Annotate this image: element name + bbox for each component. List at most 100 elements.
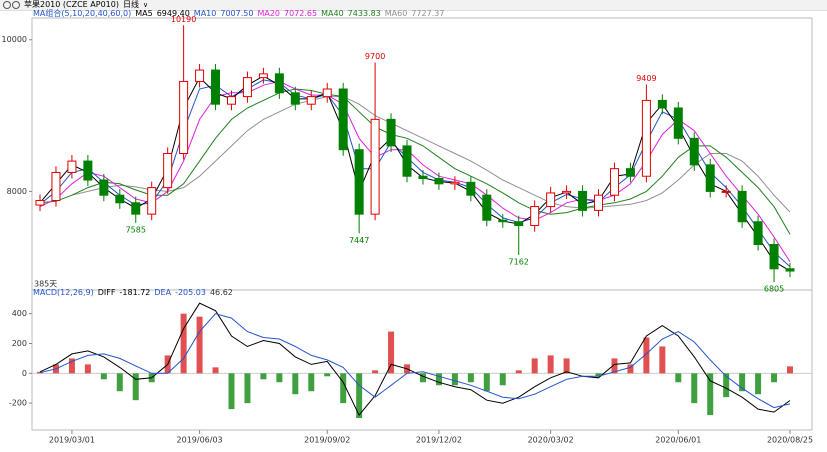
extreme-label: 7585	[126, 225, 146, 234]
candle-body	[306, 96, 316, 105]
macd-bar	[276, 373, 283, 383]
candle-body	[370, 118, 380, 215]
candle-body	[689, 137, 699, 166]
extreme-label: 10190	[171, 15, 196, 24]
candle-body	[211, 69, 221, 105]
macd-bar	[595, 373, 602, 377]
macd-legend: MACD(12,26,9) DIFF -181.72 DEA -205.03 46.62	[33, 288, 233, 298]
y-tick-label: 0	[22, 369, 27, 378]
candle-body	[705, 164, 715, 192]
legend-value: 46.62	[209, 288, 233, 297]
candle-body	[274, 73, 284, 94]
macd-bar	[531, 358, 538, 374]
candle-body	[386, 118, 396, 147]
candle-body	[51, 171, 61, 202]
x-tick-label: 2019/03/01	[49, 436, 95, 445]
candle-body	[354, 149, 364, 215]
macd-bar	[563, 358, 570, 374]
macd-bar	[132, 373, 139, 401]
macd-bar	[739, 373, 746, 392]
candle-body	[226, 96, 236, 105]
legend-value: 7072.65	[284, 9, 318, 18]
candle-body	[721, 190, 731, 193]
x-tick-label: 2019/09/02	[304, 436, 350, 445]
zoom-icons[interactable]	[3, 1, 20, 9]
legend-name: MA40	[321, 9, 344, 18]
ma-line	[71, 96, 791, 213]
candle-body	[434, 178, 444, 185]
macd-bar	[68, 358, 75, 374]
macd-bar	[675, 373, 682, 383]
candle-body	[35, 200, 45, 206]
extreme-label: 7162	[509, 257, 529, 266]
macd-bar	[228, 373, 235, 410]
price-legend: MA组合(5,10,20,40,60,0) MA5 6949.40 MA10 7007.…	[33, 9, 444, 19]
macd-bar	[84, 364, 91, 374]
macd-bar	[547, 355, 554, 374]
candle-body	[83, 160, 93, 181]
legend-name: MA10	[193, 9, 217, 18]
candle-body	[514, 221, 524, 227]
candle-body	[657, 99, 667, 109]
legend-name: MA20	[257, 9, 281, 18]
candle-body	[641, 99, 651, 177]
candle-body	[753, 221, 763, 245]
candle-body	[594, 194, 604, 211]
dropdown-icon[interactable]: ∨	[142, 1, 149, 9]
candle-body	[402, 145, 412, 177]
y-tick-label: 200	[12, 339, 27, 348]
legend-name: MA5	[135, 9, 153, 18]
macd-bar	[467, 373, 474, 383]
candle-body	[131, 202, 141, 215]
candle-body	[673, 107, 683, 139]
macd-bar	[340, 373, 347, 404]
candle-body	[609, 168, 619, 196]
legend-value: -205.03	[175, 288, 206, 297]
candle-body	[115, 194, 125, 204]
legend-value: 7433.83	[347, 9, 381, 18]
candle-body	[322, 88, 332, 98]
candle-body	[258, 73, 268, 79]
indicator-label: MA组合(5,10,20,40,60,0)	[33, 9, 132, 18]
macd-bar	[292, 373, 299, 395]
macd-bar	[212, 367, 219, 374]
toolbar: 苹果2010 (CZCE AP010) 日线 ∨	[0, 0, 827, 11]
macd-line	[39, 313, 791, 409]
candle-body	[466, 181, 476, 196]
y-tick-label: 8000	[7, 187, 27, 196]
candle-body	[498, 219, 508, 223]
plot-frame	[31, 17, 813, 431]
macd-bar	[611, 358, 618, 374]
candle-body	[482, 194, 492, 221]
candle-body	[530, 206, 540, 227]
candle-body	[179, 80, 189, 154]
macd-bar	[308, 373, 315, 392]
macd-bar	[787, 366, 793, 374]
macd-bar	[419, 373, 426, 383]
macd-bar	[515, 370, 522, 374]
legend-value: 6949.40	[156, 9, 190, 18]
y-tick-label: 10000	[2, 35, 27, 44]
legend-name: DEA	[154, 288, 172, 297]
candle-body	[562, 190, 572, 194]
extreme-label: 9409	[636, 74, 656, 83]
macd-bar	[627, 364, 634, 374]
macd-bar	[356, 373, 363, 419]
candle-body	[769, 243, 779, 270]
x-tick-label: 2020/03/02	[528, 436, 574, 445]
candle-body	[242, 77, 252, 98]
ma-line	[39, 88, 791, 235]
macd-bar	[388, 331, 395, 374]
macd-bar	[116, 373, 123, 392]
extreme-label: 6805	[764, 285, 784, 294]
macd-bar	[643, 337, 650, 374]
macd-bar	[324, 373, 331, 377]
macd-bar	[755, 373, 762, 395]
instrument-title: 苹果2010 (CZCE AP010)	[24, 0, 119, 9]
legend-value: 7007.50	[220, 9, 254, 18]
macd-bar	[260, 373, 267, 380]
macd-bar	[723, 373, 730, 398]
period-selector[interactable]: 日线	[122, 0, 139, 9]
macd-bar	[372, 370, 379, 374]
